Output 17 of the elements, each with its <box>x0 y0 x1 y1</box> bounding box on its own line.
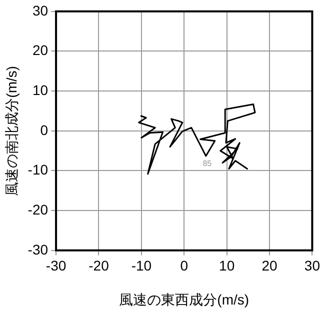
x-tick-label: 30 <box>304 258 320 274</box>
y-tick-label: -20 <box>28 201 48 218</box>
annotation: 85 <box>202 158 212 168</box>
x-axis-title: 風速の東西成分(m/s) <box>119 291 250 308</box>
y-tick-label: -30 <box>28 241 48 258</box>
x-tick-label: -10 <box>131 258 152 274</box>
y-tick-label: -10 <box>28 162 48 178</box>
x-tick-label: 0 <box>180 258 188 274</box>
x-tick-label: -20 <box>88 258 110 274</box>
y-tick-label: 0 <box>40 122 48 138</box>
x-tick-label: 20 <box>262 258 278 274</box>
x-tick-label: -30 <box>46 258 66 274</box>
y-tick-label: 10 <box>32 82 48 98</box>
y-tick-label: 30 <box>32 2 48 18</box>
x-tick-label: 10 <box>219 258 235 274</box>
y-axis-title: 風速の南北成分(m/s) <box>3 66 20 196</box>
y-tick-label: 20 <box>32 42 48 58</box>
